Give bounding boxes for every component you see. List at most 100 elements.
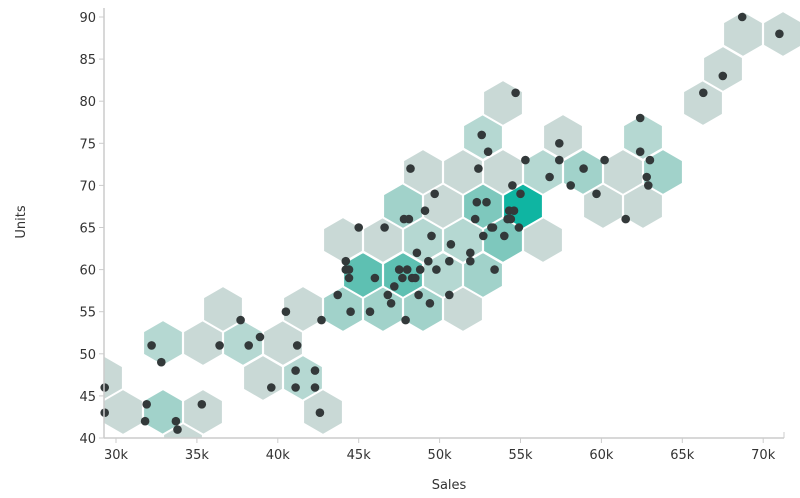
data-point — [333, 290, 343, 300]
y-tick-label: 90 — [79, 11, 96, 26]
data-point — [215, 341, 224, 350]
data-point — [404, 214, 414, 224]
data-point — [341, 256, 351, 266]
y-axis: 40 45 50 55 60 65 70 75 80 85 90 — [79, 8, 105, 447]
scatter-points — [100, 12, 784, 434]
data-point — [645, 155, 655, 165]
hex-cell — [202, 284, 244, 334]
data-point — [466, 248, 475, 258]
data-point — [446, 240, 456, 249]
hex-cell — [162, 421, 204, 438]
data-point — [383, 290, 393, 300]
data-point — [140, 416, 150, 426]
data-point — [506, 214, 516, 224]
data-point — [490, 265, 499, 274]
data-point — [514, 223, 524, 232]
x-axis: 30k 35k 40k 45k 50k 55k 60k 65k 70k — [104, 432, 785, 463]
hexbin-cells — [104, 9, 800, 438]
data-point — [477, 130, 487, 140]
data-point — [635, 113, 645, 123]
data-point — [445, 256, 454, 266]
data-point — [414, 290, 423, 300]
data-point — [315, 408, 325, 418]
data-point — [425, 299, 435, 308]
data-point — [291, 366, 300, 375]
data-point — [267, 383, 276, 392]
data-point — [545, 172, 554, 182]
data-point — [365, 307, 375, 317]
data-point — [157, 357, 166, 367]
y-tick-label: 80 — [79, 95, 96, 110]
data-point — [509, 206, 519, 215]
hex-cell — [622, 112, 664, 162]
x-tick-label: 40k — [266, 448, 291, 463]
data-point — [479, 231, 488, 241]
data-point — [699, 88, 708, 98]
y-tick-label: 65 — [79, 222, 96, 237]
data-point — [427, 231, 436, 241]
data-point — [466, 256, 475, 266]
x-tick-label: 50k — [428, 448, 453, 463]
data-point — [390, 282, 399, 291]
data-point — [470, 214, 480, 224]
data-point — [415, 265, 425, 274]
data-point — [406, 164, 415, 173]
data-point — [635, 147, 645, 156]
data-point — [310, 383, 320, 392]
data-point — [380, 223, 389, 232]
data-point — [317, 315, 326, 325]
data-point — [244, 341, 253, 350]
data-point — [281, 307, 291, 317]
data-point — [173, 425, 182, 434]
y-axis-title: Units — [14, 205, 29, 238]
data-point — [445, 290, 454, 300]
data-point — [171, 416, 181, 426]
data-point — [310, 366, 320, 375]
x-tick-label: 30k — [104, 448, 129, 463]
y-tick-label: 75 — [79, 137, 96, 152]
data-point — [718, 71, 728, 81]
data-point — [521, 155, 530, 165]
hex-cell — [482, 78, 524, 128]
data-point — [430, 189, 440, 199]
data-point — [642, 172, 651, 182]
data-point — [488, 223, 498, 232]
data-point — [370, 273, 380, 283]
data-point — [775, 29, 784, 39]
data-point — [482, 197, 491, 207]
data-point — [394, 265, 404, 274]
y-tick-label: 85 — [79, 53, 96, 68]
x-tick-label: 65k — [670, 448, 695, 463]
x-axis-title: Sales — [432, 478, 467, 493]
data-point — [508, 181, 517, 190]
data-point — [621, 214, 630, 224]
data-point — [600, 155, 609, 165]
data-point — [255, 332, 265, 342]
data-point — [555, 139, 564, 148]
data-point — [354, 223, 364, 232]
data-point — [291, 383, 300, 392]
data-point — [737, 12, 747, 22]
y-tick-label: 55 — [79, 306, 96, 321]
data-point — [386, 299, 396, 308]
data-point — [500, 231, 509, 241]
y-tick-label: 40 — [79, 432, 96, 447]
data-point — [292, 341, 302, 350]
data-point — [412, 248, 422, 258]
data-point — [424, 256, 433, 266]
x-tick-label: 55k — [508, 448, 533, 463]
y-tick-label: 45 — [79, 390, 96, 405]
data-point — [483, 147, 493, 156]
data-point — [566, 181, 575, 190]
x-tick-label: 60k — [589, 448, 614, 463]
x-tick-label: 70k — [751, 448, 776, 463]
data-point — [197, 400, 207, 409]
data-point — [472, 197, 482, 207]
y-tick-label: 70 — [79, 179, 96, 194]
hex-cell — [104, 354, 124, 402]
data-point — [344, 273, 354, 283]
x-tick-label: 45k — [347, 448, 372, 463]
data-point — [402, 265, 412, 274]
data-point — [420, 206, 430, 215]
